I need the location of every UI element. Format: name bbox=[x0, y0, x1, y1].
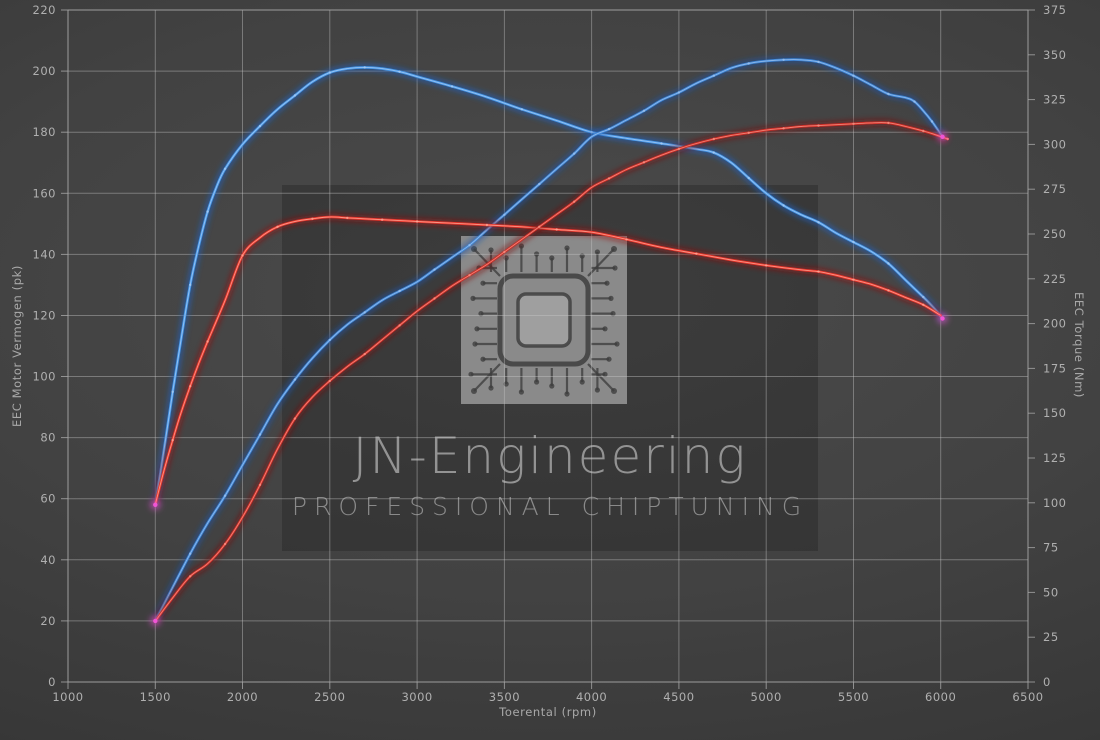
svg-text:2000: 2000 bbox=[227, 690, 258, 704]
svg-text:0: 0 bbox=[48, 675, 56, 689]
svg-text:375: 375 bbox=[1043, 3, 1066, 17]
svg-text:160: 160 bbox=[33, 186, 56, 200]
y-axis-left-title: EEC Motor Vermogen (pk) bbox=[10, 265, 24, 427]
svg-text:4000: 4000 bbox=[576, 690, 607, 704]
svg-text:3000: 3000 bbox=[401, 690, 432, 704]
svg-text:350: 350 bbox=[1043, 48, 1066, 62]
svg-text:3500: 3500 bbox=[489, 690, 520, 704]
y-axis-right-title: EEC Torque (Nm) bbox=[1072, 292, 1086, 398]
svg-text:275: 275 bbox=[1043, 182, 1066, 196]
curve-torque-run-1 bbox=[151, 213, 943, 506]
svg-text:200: 200 bbox=[33, 64, 56, 78]
svg-text:4500: 4500 bbox=[663, 690, 694, 704]
svg-text:50: 50 bbox=[1043, 585, 1059, 599]
svg-text:6000: 6000 bbox=[925, 690, 956, 704]
curve-torque-run-2 bbox=[152, 119, 949, 624]
svg-text:225: 225 bbox=[1043, 272, 1066, 286]
y-axis-left-tick-labels: 0 20 40 60 80 100 120 140 160 180 200 220 bbox=[33, 3, 56, 689]
svg-text:1500: 1500 bbox=[140, 690, 171, 704]
svg-text:150: 150 bbox=[1043, 406, 1066, 420]
y-axis-right-tick-labels: 0 25 50 75 100 125 150 175 200 225 250 275 300 325 350… bbox=[1043, 3, 1066, 689]
watermark-brand: JN-Engineering bbox=[352, 427, 748, 485]
svg-text:175: 175 bbox=[1043, 361, 1066, 375]
grid-lines bbox=[67, 9, 1029, 683]
svg-text:125: 125 bbox=[1043, 451, 1066, 465]
svg-text:5000: 5000 bbox=[751, 690, 782, 704]
curve-power-run-2 bbox=[152, 56, 946, 623]
run-endpoint-dots bbox=[150, 131, 948, 626]
svg-text:40: 40 bbox=[40, 553, 56, 567]
curve-power-run-1 bbox=[151, 63, 946, 507]
svg-text:100: 100 bbox=[1043, 496, 1066, 510]
svg-text:300: 300 bbox=[1043, 137, 1066, 151]
svg-text:200: 200 bbox=[1043, 317, 1066, 331]
svg-text:1000: 1000 bbox=[52, 690, 83, 704]
watermark-tagline: PROFESSIONAL CHIPTUNING bbox=[291, 492, 809, 521]
svg-text:80: 80 bbox=[40, 431, 56, 445]
svg-text:2500: 2500 bbox=[314, 690, 345, 704]
svg-text:25: 25 bbox=[1043, 630, 1059, 644]
svg-text:20: 20 bbox=[40, 614, 56, 628]
svg-text:140: 140 bbox=[33, 247, 56, 261]
x-axis-tick-labels: 1000 1500 2000 2500 3000 3500 4000 4500 5000 5500… bbox=[52, 690, 1043, 704]
svg-text:325: 325 bbox=[1043, 93, 1066, 107]
svg-text:120: 120 bbox=[33, 309, 56, 323]
svg-text:60: 60 bbox=[40, 492, 56, 506]
svg-text:75: 75 bbox=[1043, 541, 1059, 555]
watermark: JN-Engineering PROFESSIONAL CHIPTUNING bbox=[282, 185, 818, 551]
svg-text:250: 250 bbox=[1043, 227, 1066, 241]
svg-text:100: 100 bbox=[33, 370, 56, 384]
x-axis-title: Toerental (rpm) bbox=[499, 705, 597, 719]
svg-text:0: 0 bbox=[1043, 675, 1051, 689]
svg-text:180: 180 bbox=[33, 125, 56, 139]
axis-spines bbox=[61, 9, 1035, 689]
svg-text:5500: 5500 bbox=[838, 690, 869, 704]
svg-text:6500: 6500 bbox=[1012, 690, 1043, 704]
svg-text:220: 220 bbox=[33, 3, 56, 17]
